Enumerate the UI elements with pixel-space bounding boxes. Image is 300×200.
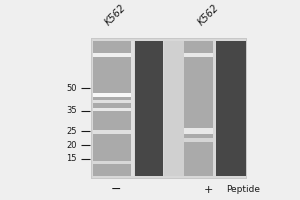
Bar bbox=[93, 53, 130, 57]
Bar bbox=[164, 41, 184, 176]
Bar bbox=[93, 161, 130, 164]
Text: 15: 15 bbox=[66, 154, 77, 163]
Text: 25: 25 bbox=[66, 127, 77, 136]
Bar bbox=[93, 100, 130, 103]
Text: K562: K562 bbox=[103, 3, 128, 28]
Bar bbox=[93, 108, 130, 111]
Bar bbox=[93, 130, 130, 134]
Text: K562: K562 bbox=[196, 3, 220, 28]
Bar bbox=[92, 39, 246, 178]
Bar bbox=[135, 41, 164, 176]
Text: −: − bbox=[110, 183, 121, 196]
Text: 20: 20 bbox=[66, 141, 77, 150]
Bar bbox=[184, 138, 213, 142]
Bar bbox=[184, 128, 213, 134]
Text: Peptide: Peptide bbox=[226, 185, 260, 194]
Text: +: + bbox=[203, 185, 213, 195]
Bar bbox=[216, 41, 246, 176]
Bar bbox=[93, 93, 130, 97]
Text: 50: 50 bbox=[66, 84, 77, 93]
Bar bbox=[184, 41, 213, 176]
Text: 35: 35 bbox=[66, 106, 77, 115]
Bar bbox=[91, 38, 247, 179]
Bar bbox=[93, 41, 130, 176]
Bar bbox=[131, 41, 134, 176]
Bar bbox=[184, 53, 213, 57]
